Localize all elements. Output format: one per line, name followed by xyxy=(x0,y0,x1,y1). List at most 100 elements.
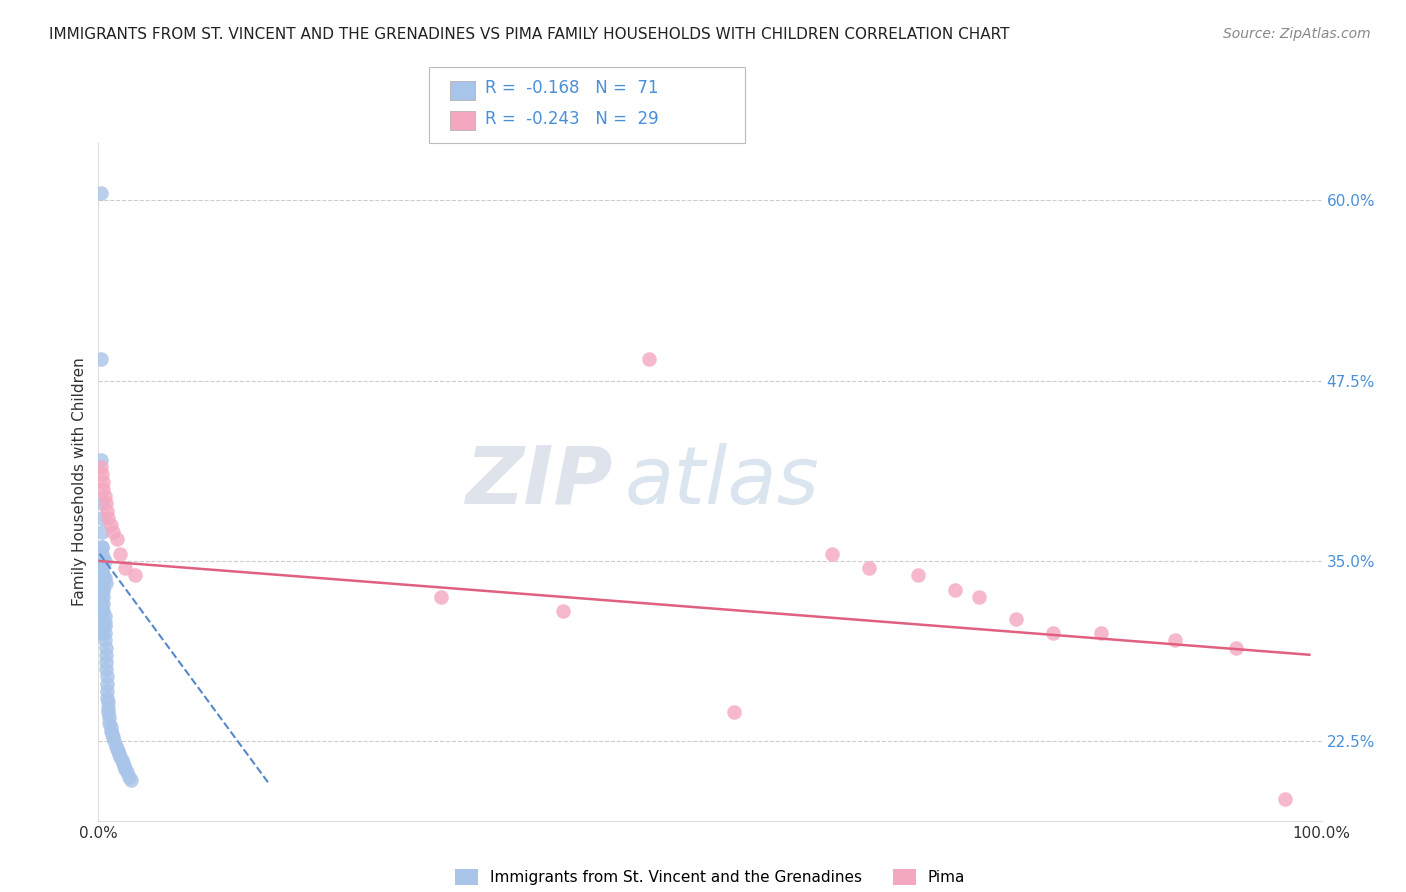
Point xyxy=(91,590,114,604)
Text: atlas: atlas xyxy=(624,442,820,521)
Point xyxy=(91,564,114,578)
Point xyxy=(96,691,118,706)
Point xyxy=(93,489,115,503)
Point xyxy=(98,710,121,724)
Point xyxy=(91,620,114,634)
Point xyxy=(91,540,114,554)
Point xyxy=(91,605,114,619)
Point xyxy=(858,561,880,575)
Point xyxy=(1164,633,1187,648)
Point xyxy=(118,770,141,784)
Point xyxy=(91,582,114,597)
Point xyxy=(96,503,118,517)
Point xyxy=(90,600,112,615)
Text: R =  -0.168   N =  71: R = -0.168 N = 71 xyxy=(485,78,658,97)
Y-axis label: Family Households with Children: Family Households with Children xyxy=(72,358,87,606)
Point xyxy=(91,554,114,568)
Point xyxy=(103,734,125,748)
Point xyxy=(110,547,132,561)
Point xyxy=(101,730,124,744)
Point xyxy=(91,525,114,540)
Text: Source: ZipAtlas.com: Source: ZipAtlas.com xyxy=(1223,27,1371,41)
Point xyxy=(104,739,127,753)
Point xyxy=(94,640,117,655)
Point xyxy=(120,773,142,788)
Point xyxy=(91,575,114,590)
Point xyxy=(91,547,114,561)
Point xyxy=(91,551,114,566)
Point xyxy=(112,759,135,773)
Point xyxy=(1274,792,1296,806)
Point xyxy=(100,720,122,734)
Point xyxy=(553,605,575,619)
Point xyxy=(907,568,929,582)
Point xyxy=(111,753,134,767)
Point xyxy=(107,744,129,758)
Point xyxy=(91,482,114,496)
Point xyxy=(100,518,122,533)
Point xyxy=(108,747,131,762)
Point xyxy=(114,561,136,575)
Point xyxy=(1004,612,1026,626)
Point xyxy=(115,764,138,779)
Point xyxy=(101,525,124,540)
Point xyxy=(91,568,114,582)
Point xyxy=(90,186,112,201)
Point xyxy=(93,619,115,633)
Point xyxy=(91,597,114,611)
Point xyxy=(91,580,114,594)
Text: IMMIGRANTS FROM ST. VINCENT AND THE GRENADINES VS PIMA FAMILY HOUSEHOLDS WITH CH: IMMIGRANTS FROM ST. VINCENT AND THE GREN… xyxy=(49,27,1010,42)
Point xyxy=(90,589,112,603)
Point xyxy=(97,695,120,709)
Point xyxy=(91,561,114,575)
Point xyxy=(90,453,112,467)
Text: ZIP: ZIP xyxy=(465,442,612,521)
Point xyxy=(91,626,114,640)
Point xyxy=(91,475,114,489)
Point xyxy=(637,352,661,367)
Point xyxy=(430,590,453,604)
Point xyxy=(90,594,112,608)
Point xyxy=(93,615,115,629)
Point xyxy=(1225,640,1247,655)
Point xyxy=(91,582,114,597)
Point xyxy=(91,540,114,554)
Point xyxy=(101,727,124,741)
Point xyxy=(90,352,112,367)
Point xyxy=(91,467,114,482)
Point xyxy=(114,762,136,776)
Point xyxy=(93,571,115,585)
Point xyxy=(90,557,112,571)
Point xyxy=(111,756,134,770)
Point xyxy=(94,575,117,590)
Point xyxy=(97,510,120,524)
Point xyxy=(97,706,120,720)
Point xyxy=(943,582,966,597)
Point xyxy=(91,510,114,524)
Point xyxy=(90,460,112,475)
Point xyxy=(93,608,115,623)
Point xyxy=(100,724,122,739)
Point xyxy=(96,669,118,683)
Point xyxy=(110,750,132,764)
Text: R =  -0.243   N =  29: R = -0.243 N = 29 xyxy=(485,111,658,128)
Point xyxy=(90,612,112,626)
Point xyxy=(90,582,112,597)
Point xyxy=(91,571,114,585)
Legend: Immigrants from St. Vincent and the Grenadines, Pima: Immigrants from St. Vincent and the Gren… xyxy=(449,863,972,891)
Point xyxy=(93,554,115,568)
Point xyxy=(93,633,115,648)
Point xyxy=(723,706,745,720)
Point xyxy=(821,547,844,561)
Point xyxy=(94,662,117,676)
Point xyxy=(105,741,128,756)
Point xyxy=(1090,626,1112,640)
Point xyxy=(93,626,115,640)
Point xyxy=(90,606,112,620)
Point xyxy=(105,533,128,547)
Point xyxy=(96,683,118,698)
Point xyxy=(91,568,114,582)
Point xyxy=(94,648,117,662)
Point xyxy=(98,715,121,730)
Point xyxy=(967,590,990,604)
